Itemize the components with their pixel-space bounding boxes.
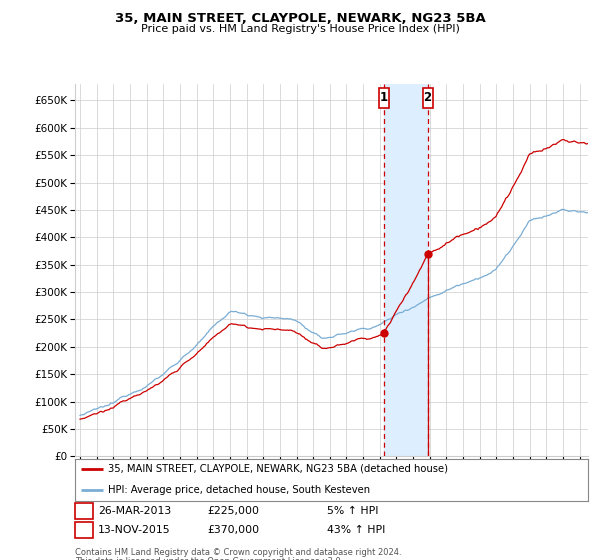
Text: 1: 1 (380, 91, 388, 105)
Bar (383, 84, 428, 456)
Text: 35, MAIN STREET, CLAYPOLE, NEWARK, NG23 5BA (detached house): 35, MAIN STREET, CLAYPOLE, NEWARK, NG23 … (109, 464, 448, 474)
Text: 26-MAR-2013: 26-MAR-2013 (98, 506, 171, 516)
Text: 2: 2 (424, 91, 431, 105)
Text: HPI: Average price, detached house, South Kesteven: HPI: Average price, detached house, Sout… (109, 485, 370, 495)
Text: 5% ↑ HPI: 5% ↑ HPI (327, 506, 379, 516)
Text: 43% ↑ HPI: 43% ↑ HPI (327, 525, 385, 535)
Text: 1: 1 (80, 506, 88, 516)
Text: Price paid vs. HM Land Registry's House Price Index (HPI): Price paid vs. HM Land Registry's House … (140, 24, 460, 34)
Text: £370,000: £370,000 (207, 525, 259, 535)
Bar (379, 88, 389, 108)
Text: 2: 2 (80, 525, 88, 535)
Text: This data is licensed under the Open Government Licence v3.0.: This data is licensed under the Open Gov… (75, 557, 343, 560)
Bar (422, 88, 433, 108)
Text: 35, MAIN STREET, CLAYPOLE, NEWARK, NG23 5BA: 35, MAIN STREET, CLAYPOLE, NEWARK, NG23 … (115, 12, 485, 25)
Text: £225,000: £225,000 (207, 506, 259, 516)
Text: Contains HM Land Registry data © Crown copyright and database right 2024.: Contains HM Land Registry data © Crown c… (75, 548, 401, 557)
Text: 13-NOV-2015: 13-NOV-2015 (98, 525, 170, 535)
